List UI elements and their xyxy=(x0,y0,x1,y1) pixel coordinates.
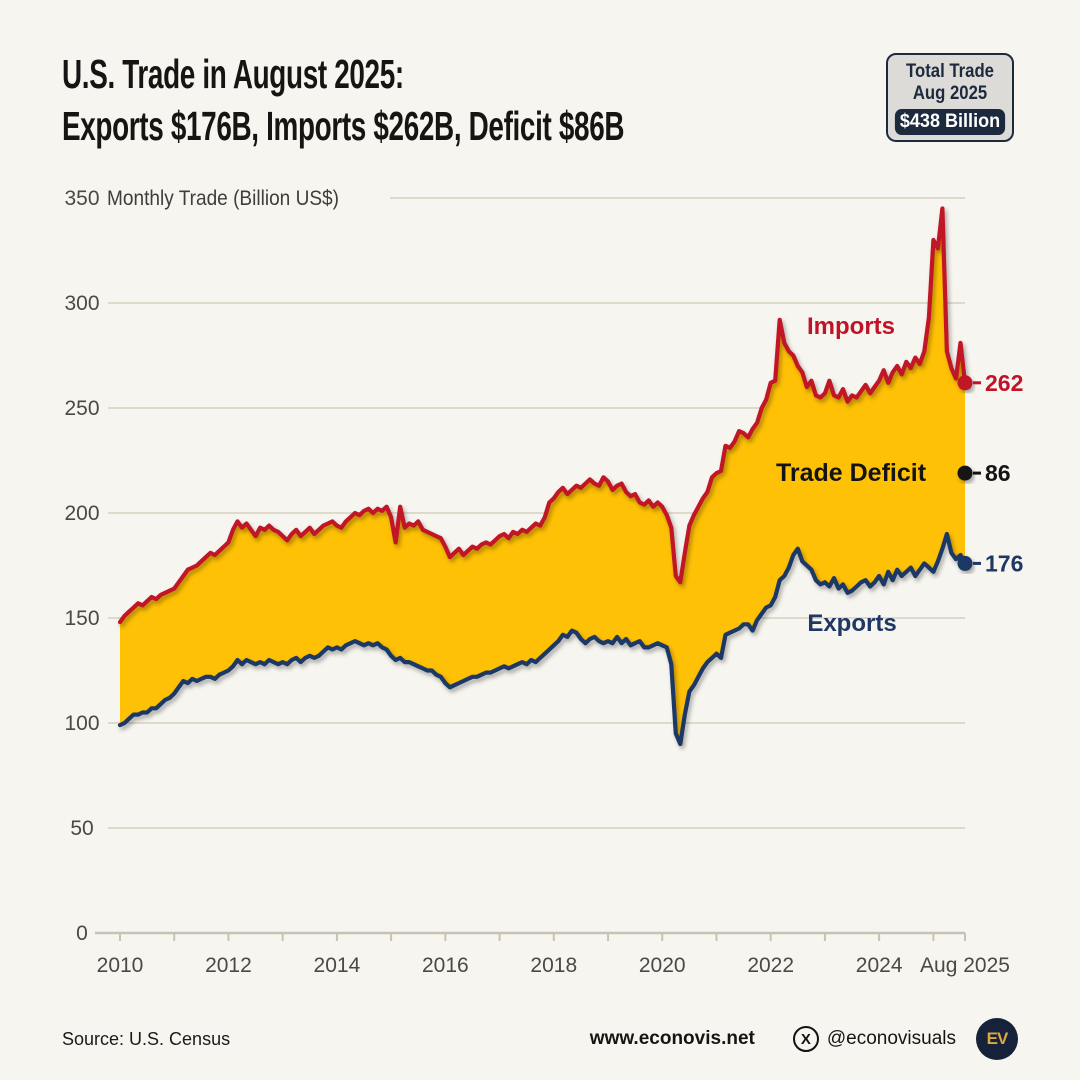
exports-end-dot xyxy=(957,555,973,571)
exports-label: Exports xyxy=(807,610,896,637)
x-axis xyxy=(95,931,966,941)
exports-line xyxy=(117,531,968,747)
y-tick-label-250: 250 xyxy=(64,397,99,420)
deficit-end-dot xyxy=(957,465,973,481)
footer: Source: U.S. Census www.econovis.net X @… xyxy=(62,1016,1018,1062)
badge-period: Aug 2025 xyxy=(912,83,988,104)
source-note: Source: U.S. Census xyxy=(62,1028,231,1049)
x-tick-label-2024: 2024 xyxy=(856,954,903,977)
annotations: 262 176 86 Imports Trade Deficit Exports xyxy=(776,313,1023,637)
exports-end-value-label: 176 xyxy=(985,550,1023,576)
x-tick-label-2014: 2014 xyxy=(314,954,361,977)
y-tick-label-350: 350 xyxy=(64,187,99,210)
x-twitter-icon: X xyxy=(792,1026,819,1052)
y-tick-label-50: 50 xyxy=(70,817,93,840)
x-tick-label-2016: 2016 xyxy=(422,954,469,977)
social-block: X @econovisuals xyxy=(792,1026,956,1052)
footer-right: www.econovis.net X @econovisuals EV xyxy=(590,1018,1018,1060)
x-tick-label-Aug-2025: Aug 2025 xyxy=(920,954,1010,977)
page-title: U.S. Trade in August 2025: Exports $176B… xyxy=(62,48,624,152)
y-tick-label-150: 150 xyxy=(64,607,99,630)
series-lines xyxy=(117,206,968,747)
y-tick-label-0: 0 xyxy=(76,922,88,945)
imports-end-value-label: 262 xyxy=(985,370,1023,396)
x-tick-label-2022: 2022 xyxy=(747,954,794,977)
imports-line xyxy=(117,206,968,625)
trade-deficit-label: Trade Deficit xyxy=(776,459,927,487)
trade-deficit-fill xyxy=(120,208,965,744)
x-tick-label-2020: 2020 xyxy=(639,954,686,977)
x-tick-label-2018: 2018 xyxy=(530,954,577,977)
imports-end-dot xyxy=(957,375,973,391)
social-handle: @econovisuals xyxy=(826,1028,956,1049)
website-link: www.econovis.net xyxy=(589,1028,755,1049)
badge-value: $438 Billion xyxy=(894,109,1006,135)
title-line-1: U.S. Trade in August 2025: xyxy=(62,51,404,97)
x-tick-label-2010: 2010 xyxy=(97,954,144,977)
x-axis-labels: 2010 2012 2014 2016 2018 2020 2022 2024 Aug 2025 xyxy=(97,954,1010,977)
y-axis-labels: 0 50 100 150 200 250 300 350 Monthly Trade (Bill… xyxy=(64,187,339,945)
chart-axis-title: Monthly Trade (Billion US$) xyxy=(107,187,339,210)
y-tick-label-100: 100 xyxy=(64,712,99,735)
badge-title: Total Trade xyxy=(906,61,994,82)
x-tick-label-2012: 2012 xyxy=(205,954,252,977)
imports-label: Imports xyxy=(807,313,895,340)
y-tick-label-300: 300 xyxy=(64,292,99,315)
deficit-area xyxy=(120,208,965,744)
econovisuals-logo: EV xyxy=(976,1018,1018,1060)
total-trade-badge: Total Trade Aug 2025 $438 Billion xyxy=(886,53,1014,142)
deficit-end-value-label: 86 xyxy=(985,460,1011,486)
title-line-2: Exports $176B, Imports $262B, Deficit $8… xyxy=(62,103,625,149)
y-tick-label-200: 200 xyxy=(64,502,99,525)
